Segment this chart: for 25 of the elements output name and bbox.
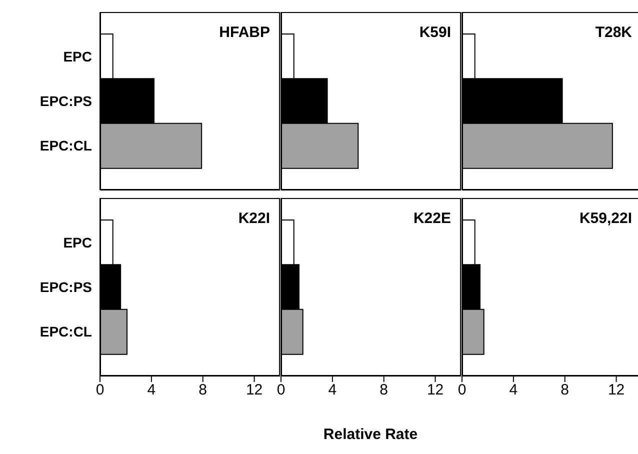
text: K22E: [413, 210, 451, 227]
y-tick-label: EPC:CL: [40, 324, 92, 340]
x-tick-label: 4: [147, 382, 156, 399]
x-axis-title: Relative Rate: [323, 426, 418, 443]
x-tick-label: 12: [426, 382, 444, 399]
x-tick-label: 8: [380, 382, 388, 399]
x-tick-label: 0: [96, 382, 104, 399]
text: HFABP: [219, 24, 270, 41]
x-tick-label: 12: [608, 382, 625, 399]
text: K59,22I: [579, 210, 632, 227]
x-tick-label: 4: [328, 382, 337, 399]
y-tick-label: EPC: [63, 48, 92, 64]
y-tick-label: EPC:PS: [40, 92, 92, 109]
x-tick-label: 0: [276, 382, 286, 399]
text: T28K: [595, 24, 632, 41]
x-tick-label: 12: [246, 382, 263, 399]
x-tick-label: 8: [560, 382, 570, 399]
text: K22I: [238, 210, 270, 227]
x-tick-label: 8: [198, 382, 208, 399]
y-tick-label: EPC:PS: [40, 278, 92, 295]
text: K59I: [419, 24, 451, 41]
x-tick-label: 4: [509, 382, 518, 399]
y-tick-label: EPC:CL: [40, 138, 92, 154]
y-tick-label: EPC: [63, 234, 92, 250]
x-tick-label: 0: [458, 382, 466, 399]
